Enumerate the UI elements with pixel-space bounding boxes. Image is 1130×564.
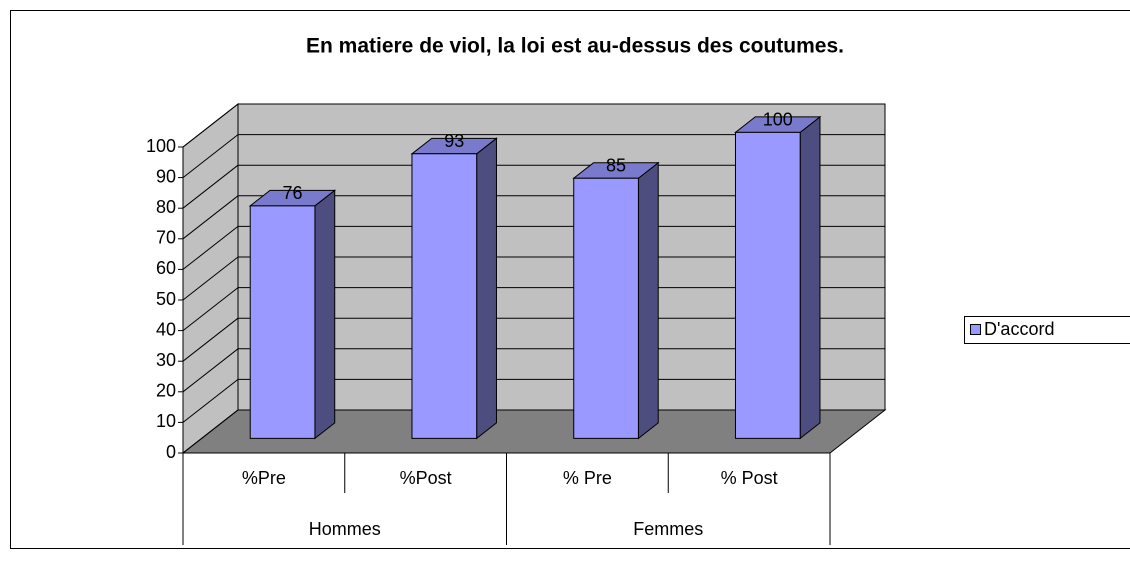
legend-box — [964, 316, 1130, 344]
y-tick-label: 100 — [146, 136, 176, 156]
bar-side — [799, 115, 821, 440]
bar-side — [314, 189, 336, 440]
x-tick-label: %Pre — [242, 468, 286, 488]
x-tick-label: % Post — [721, 468, 778, 488]
y-tick-label: 70 — [156, 228, 176, 248]
y-tick-label: 30 — [156, 350, 176, 370]
data-label: 85 — [606, 155, 626, 175]
grid-line — [182, 317, 239, 362]
bar-side — [476, 137, 497, 440]
group-label: Hommes — [309, 519, 381, 539]
grid-line — [182, 287, 239, 331]
bar — [249, 205, 316, 439]
bar — [411, 153, 478, 439]
bar — [573, 177, 639, 439]
grid-line — [182, 409, 239, 454]
x-tick-label: % Pre — [563, 468, 612, 488]
legend-swatch — [970, 324, 981, 335]
y-tick-label: 80 — [156, 197, 176, 217]
y-tick-label: 40 — [156, 319, 176, 339]
data-label: 76 — [282, 183, 302, 203]
grid-line — [182, 256, 239, 301]
bar — [734, 131, 801, 439]
grid-line — [182, 134, 239, 178]
grid-line — [182, 226, 239, 270]
y-tick-label: 60 — [156, 258, 176, 278]
bar-side — [637, 161, 659, 440]
grid-line — [182, 195, 239, 240]
grid-line — [182, 103, 239, 148]
grid-line — [182, 379, 239, 423]
legend-label: D'accord — [984, 319, 1054, 339]
x-tick-label: %Post — [400, 468, 452, 488]
y-tick-label: 90 — [156, 166, 176, 186]
data-label: 93 — [444, 131, 464, 151]
y-tick-label: 20 — [156, 381, 176, 401]
y-tick-label: 10 — [156, 411, 176, 431]
grid-line — [182, 348, 239, 393]
group-label: Femmes — [633, 519, 703, 539]
y-tick-label: 50 — [156, 289, 176, 309]
y-tick-label: 0 — [166, 442, 176, 462]
data-label: 100 — [763, 109, 793, 129]
chart-title: En matiere de viol, la loi est au-dessus… — [306, 35, 844, 58]
grid-line — [182, 164, 239, 209]
